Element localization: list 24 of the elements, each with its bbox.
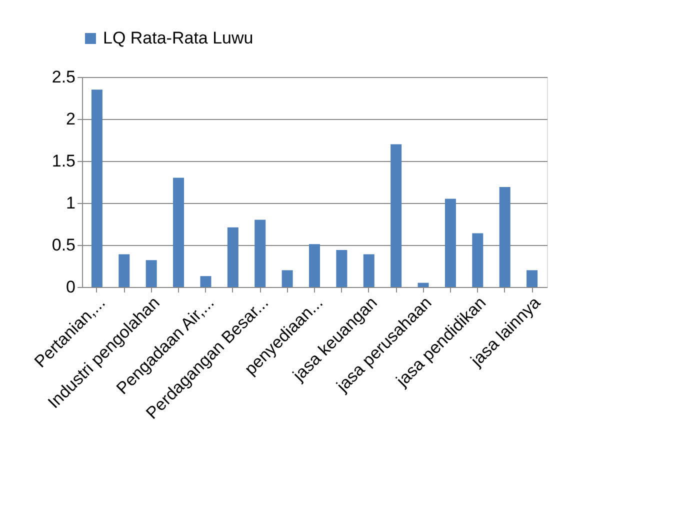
y-tick-label: 0.5 <box>52 236 76 254</box>
y-tick-label: 1 <box>66 194 76 212</box>
bar <box>227 227 238 287</box>
y-tick-label: 2 <box>66 110 76 128</box>
bar <box>282 270 293 287</box>
bar <box>309 244 320 287</box>
bar <box>146 260 157 287</box>
y-tick-label: 0 <box>66 278 76 296</box>
bar <box>444 198 456 287</box>
bar <box>472 233 484 287</box>
bar <box>200 276 212 287</box>
bar <box>118 254 130 287</box>
bar <box>336 250 348 287</box>
y-tick-label: 2.5 <box>52 68 76 86</box>
bar <box>390 144 402 287</box>
bar <box>254 220 266 287</box>
bar <box>363 254 374 287</box>
bar <box>526 270 538 287</box>
y-tick-label: 1.5 <box>52 152 76 170</box>
bar <box>418 282 429 287</box>
bar <box>499 187 510 287</box>
bar <box>173 178 184 287</box>
bar <box>91 90 102 287</box>
legend-label: LQ Rata-Rata Luwu <box>103 28 254 48</box>
